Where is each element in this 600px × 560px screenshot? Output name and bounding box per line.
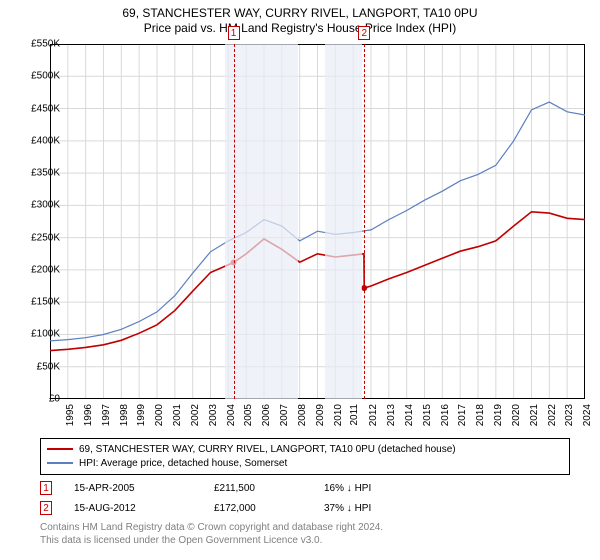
x-axis-tick-label: 2024 <box>582 404 593 426</box>
x-axis-tick-label: 2007 <box>279 404 290 426</box>
shaded-band <box>225 44 298 399</box>
y-axis-tick-label: £350K <box>31 168 60 179</box>
x-axis-tick-label: 2001 <box>172 404 183 426</box>
sale-price: £211,500 <box>214 483 324 494</box>
y-axis-tick-label: £450K <box>31 103 60 114</box>
chart-svg <box>50 44 585 399</box>
footer-line: Contains HM Land Registry data © Crown c… <box>40 522 383 535</box>
sale-date: 15-APR-2005 <box>74 483 214 494</box>
x-axis-tick-label: 1997 <box>100 404 111 426</box>
sales-table: 1 15-APR-2005 £211,500 16% ↓ HPI 2 15-AU… <box>40 478 444 518</box>
y-axis-tick-label: £300K <box>31 200 60 211</box>
x-axis-tick-label: 2009 <box>314 404 325 426</box>
x-axis-tick-label: 2013 <box>386 404 397 426</box>
x-axis-tick-label: 1999 <box>136 404 147 426</box>
x-axis-tick-label: 2016 <box>439 404 450 426</box>
x-axis-tick-label: 2005 <box>243 404 254 426</box>
sale-hpi-delta: 16% ↓ HPI <box>324 483 444 494</box>
chart-plot-area: 12 <box>50 44 585 399</box>
x-axis-tick-label: 2022 <box>546 404 557 426</box>
x-axis-tick-label: 2018 <box>475 404 486 426</box>
legend-swatch-icon <box>47 462 73 464</box>
legend-label: 69, STANCHESTER WAY, CURRY RIVEL, LANGPO… <box>79 444 456 455</box>
x-axis-tick-label: 1995 <box>65 404 76 426</box>
legend-swatch-icon <box>47 448 73 450</box>
x-axis-tick-label: 2008 <box>297 404 308 426</box>
x-axis-tick-label: 2021 <box>528 404 539 426</box>
legend-item-hpi: HPI: Average price, detached house, Some… <box>47 456 563 470</box>
y-axis-tick-label: £500K <box>31 71 60 82</box>
x-axis-tick-label: 2000 <box>154 404 165 426</box>
sale-row: 1 15-APR-2005 £211,500 16% ↓ HPI <box>40 478 444 498</box>
y-axis-tick-label: £100K <box>31 329 60 340</box>
marker-box-icon: 2 <box>358 26 370 40</box>
sale-date: 15-AUG-2012 <box>74 503 214 514</box>
x-axis-tick-label: 2012 <box>368 404 379 426</box>
x-axis-tick-label: 2003 <box>207 404 218 426</box>
x-axis-tick-label: 2011 <box>349 404 360 426</box>
sale-price: £172,000 <box>214 503 324 514</box>
y-axis-tick-label: £400K <box>31 135 60 146</box>
y-axis-tick-label: £0 <box>49 394 60 405</box>
marker-box-icon: 1 <box>228 26 240 40</box>
y-axis-tick-label: £200K <box>31 264 60 275</box>
y-axis-tick-label: £250K <box>31 232 60 243</box>
x-axis-tick-label: 2019 <box>493 404 504 426</box>
x-axis-tick-label: 2015 <box>421 404 432 426</box>
x-axis-tick-label: 2006 <box>261 404 272 426</box>
x-axis-tick-label: 2023 <box>564 404 575 426</box>
sale-hpi-delta: 37% ↓ HPI <box>324 503 444 514</box>
x-axis-tick-label: 1998 <box>118 404 129 426</box>
chart-title: 69, STANCHESTER WAY, CURRY RIVEL, LANGPO… <box>0 6 600 20</box>
y-axis-tick-label: £150K <box>31 297 60 308</box>
footer-line: This data is licensed under the Open Gov… <box>40 535 383 548</box>
legend: 69, STANCHESTER WAY, CURRY RIVEL, LANGPO… <box>40 438 570 475</box>
legend-label: HPI: Average price, detached house, Some… <box>79 458 287 469</box>
marker-line <box>234 44 235 399</box>
marker-box-icon: 1 <box>40 481 52 495</box>
chart-subtitle: Price paid vs. HM Land Registry's House … <box>0 21 600 35</box>
x-axis-tick-label: 2014 <box>404 404 415 426</box>
x-axis-tick-label: 2010 <box>332 404 343 426</box>
y-axis-tick-label: £550K <box>31 39 60 50</box>
sale-row: 2 15-AUG-2012 £172,000 37% ↓ HPI <box>40 498 444 518</box>
x-axis-tick-label: 2017 <box>457 404 468 426</box>
title-block: 69, STANCHESTER WAY, CURRY RIVEL, LANGPO… <box>0 0 600 35</box>
x-axis-tick-label: 1996 <box>83 404 94 426</box>
legend-item-price-paid: 69, STANCHESTER WAY, CURRY RIVEL, LANGPO… <box>47 442 563 456</box>
marker-box-icon: 2 <box>40 501 52 515</box>
x-axis-tick-label: 2002 <box>190 404 201 426</box>
x-axis-tick-label: 2020 <box>511 404 522 426</box>
footer: Contains HM Land Registry data © Crown c… <box>40 522 383 547</box>
chart-container: 69, STANCHESTER WAY, CURRY RIVEL, LANGPO… <box>0 0 600 560</box>
y-axis-tick-label: £50K <box>37 361 60 372</box>
marker-line <box>364 44 365 399</box>
x-axis-tick-label: 2004 <box>225 404 236 426</box>
shaded-band <box>325 44 362 399</box>
